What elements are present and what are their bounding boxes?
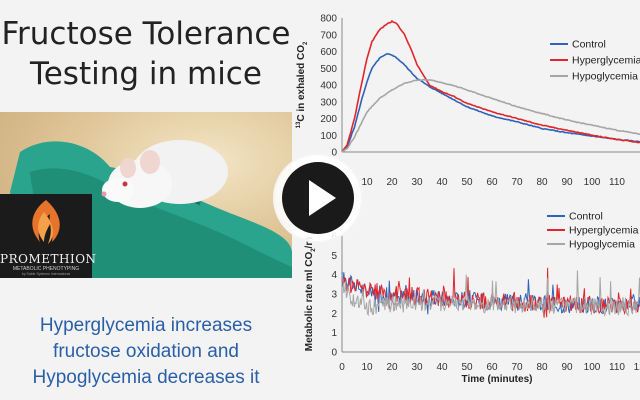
legend-label: Control [569,211,603,223]
series-line-control [341,52,640,153]
x-axis-title: Time (minutes) [462,374,533,385]
y-tick-label: 200 [320,114,337,125]
x-tick-label: 110 [609,177,625,188]
legend-label: Hyperglycemia [572,55,640,67]
x-tick-label: 0 [339,362,345,373]
legend-label: Hyperglycemia [569,225,639,237]
y-tick-label: 600 [320,47,337,58]
x-tick-label: 60 [486,177,498,188]
play-icon[interactable] [272,152,364,244]
x-tick-label: 50 [461,362,473,373]
x-tick-label: 90 [561,177,573,188]
x-tick-label: 40 [436,362,448,373]
play-button[interactable] [272,152,364,244]
x-tick-label: 120 [634,362,640,373]
promethion-logo: PROMETHION METABOLIC PHENOTYPING by Sabl… [0,194,97,278]
x-tick-label: 30 [411,362,423,373]
caption-line-3: Hypoglycemia decreases it [32,367,260,388]
x-tick-label: 20 [386,362,398,373]
series-line-hypoglycemia [341,78,640,153]
y-tick-label: 0 [331,148,337,159]
mouse-on-glove-photo: PROMETHION METABOLIC PHENOTYPING by Sabl… [0,112,292,278]
logo-name: PROMETHION [0,252,97,266]
y-tick-label: 2 [331,309,337,320]
y-tick-label: 0 [331,348,337,359]
caption-line-2: fructose oxidation and [53,341,239,362]
logo-tagline: METABOLIC PHENOTYPING [12,266,80,272]
series-line-hyperglycemia [341,19,640,153]
y-tick-label: 300 [320,97,337,108]
y-tick-label: 5 [331,251,337,262]
y-tick-label: 4 [331,270,337,281]
x-tick-label: 80 [536,177,548,188]
x-tick-label: 70 [511,362,523,373]
x-tick-label: 40 [436,177,448,188]
flame-icon [32,200,60,244]
x-tick-label: 110 [609,362,625,373]
x-tick-label: 50 [461,177,473,188]
slide-title: Fructose Tolerance Testing in mice [0,14,292,94]
x-tick-label: 80 [536,362,548,373]
x-tick-label: 30 [411,177,423,188]
y-tick-label: 700 [320,30,337,41]
caption-line-1: Hyperglycemia increases [39,315,253,336]
legend-label: Control [572,39,606,51]
x-tick-label: 10 [361,362,373,373]
x-tick-label: 90 [561,362,573,373]
x-tick-label: 10 [361,177,373,188]
y-tick-label: 400 [320,81,337,92]
chart-13c-exhaled: 0100200300400500600700800010203040506070… [292,2,640,202]
slide-caption: Hyperglycemia increases fructose oxidati… [0,313,292,391]
title-line-2: Testing in mice [30,56,262,92]
logo-fineprint: by Sable Systems International [21,272,71,276]
y-tick-label: 800 [320,14,337,25]
y-tick-label: 1 [331,328,337,339]
title-line-1: Fructose Tolerance [1,16,291,52]
series-line-hypoglycemia [341,270,640,318]
y-axis-title: 13C in exhaled CO2 [296,41,309,128]
legend-label: Hypoglycemia [572,71,638,83]
y-axis-title: Metabolic rate ml CO2/m [304,237,317,352]
chart-13c-svg: 0100200300400500600700800010203040506070… [296,14,640,188]
x-tick-label: 70 [511,177,523,188]
x-tick-label: 100 [584,362,601,373]
series-line-control [341,271,640,315]
x-tick-label: 20 [386,177,398,188]
y-tick-label: 500 [320,64,337,75]
x-tick-label: 60 [486,362,498,373]
y-tick-label: 3 [331,290,337,301]
y-tick-label: 100 [320,131,337,142]
legend-label: Hypoglycemia [569,239,635,251]
x-tick-label: 100 [584,177,601,188]
